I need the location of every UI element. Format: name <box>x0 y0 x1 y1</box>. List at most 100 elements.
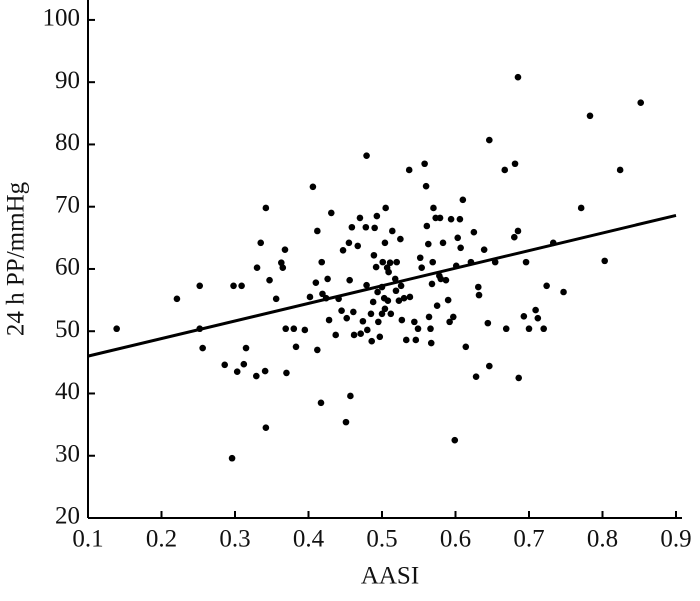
point <box>474 283 482 291</box>
x-tick-label: 0.5 <box>366 526 397 553</box>
point <box>281 246 289 253</box>
point <box>339 246 347 254</box>
point <box>348 223 356 231</box>
point <box>532 306 539 314</box>
point <box>515 374 523 382</box>
point <box>196 282 204 290</box>
point <box>484 319 492 327</box>
point <box>433 302 441 309</box>
point <box>514 73 522 81</box>
point <box>416 254 424 262</box>
point <box>314 346 321 354</box>
point <box>456 215 464 223</box>
y-tick-label: 60 <box>55 254 80 281</box>
point <box>262 424 270 432</box>
point <box>522 258 530 266</box>
point <box>359 317 367 325</box>
point <box>391 275 399 283</box>
point <box>376 333 384 341</box>
y-tick-label: 80 <box>55 129 80 156</box>
point <box>363 152 370 159</box>
point <box>113 325 120 333</box>
fit-line <box>87 213 677 358</box>
point <box>428 280 436 288</box>
x-tick-label: 0.8 <box>587 526 618 553</box>
point <box>388 227 396 235</box>
point <box>253 264 261 272</box>
y-tick-label: 100 <box>43 5 81 32</box>
x-axis-label: AASI <box>361 563 419 590</box>
point <box>444 296 452 304</box>
point <box>475 291 483 299</box>
point <box>367 310 375 318</box>
point <box>540 325 547 333</box>
point <box>397 282 405 290</box>
point <box>501 166 509 174</box>
point <box>405 166 413 174</box>
point <box>382 204 389 212</box>
point <box>257 239 265 247</box>
point <box>425 240 432 248</box>
point <box>398 316 406 324</box>
point <box>511 233 518 241</box>
point <box>350 308 357 316</box>
point <box>472 373 480 380</box>
point <box>301 326 309 334</box>
point <box>392 287 400 295</box>
point <box>357 330 364 338</box>
point <box>378 310 386 318</box>
point <box>356 214 364 222</box>
point <box>374 288 381 296</box>
point <box>534 314 542 322</box>
point <box>233 368 241 375</box>
point <box>387 310 395 318</box>
point <box>363 281 370 289</box>
point <box>418 264 425 272</box>
x-tick-label: 0.7 <box>513 526 544 553</box>
point <box>369 298 377 306</box>
point <box>261 367 269 375</box>
point <box>262 204 270 212</box>
point <box>429 258 437 266</box>
point <box>290 325 298 333</box>
point <box>338 307 345 314</box>
point <box>449 313 457 321</box>
point <box>430 204 437 212</box>
point <box>601 257 609 265</box>
point <box>616 166 624 174</box>
point <box>312 279 320 286</box>
point <box>318 258 326 266</box>
point <box>221 361 229 369</box>
point <box>446 318 453 326</box>
point <box>381 305 389 313</box>
point <box>173 295 181 303</box>
point <box>384 297 392 305</box>
point <box>402 336 410 344</box>
point <box>368 337 376 345</box>
point <box>282 325 290 333</box>
point <box>447 215 455 223</box>
x-tick-label: 0.2 <box>146 526 177 553</box>
x-tick-label: 0.9 <box>660 526 691 553</box>
point <box>342 418 350 426</box>
point <box>427 339 435 347</box>
point <box>439 239 447 247</box>
point <box>199 344 206 352</box>
y-tick-label: 40 <box>55 378 80 405</box>
point <box>560 288 567 296</box>
point <box>371 224 378 232</box>
point <box>386 259 394 267</box>
point <box>242 344 250 352</box>
point <box>327 209 335 217</box>
point <box>345 239 353 247</box>
point <box>411 318 418 326</box>
point <box>637 99 645 107</box>
point <box>425 313 433 321</box>
y-tick-label: 90 <box>55 67 80 94</box>
point <box>279 264 287 272</box>
point <box>423 222 431 230</box>
point <box>422 182 430 190</box>
point <box>459 196 467 204</box>
point <box>238 282 245 290</box>
point <box>427 325 434 333</box>
